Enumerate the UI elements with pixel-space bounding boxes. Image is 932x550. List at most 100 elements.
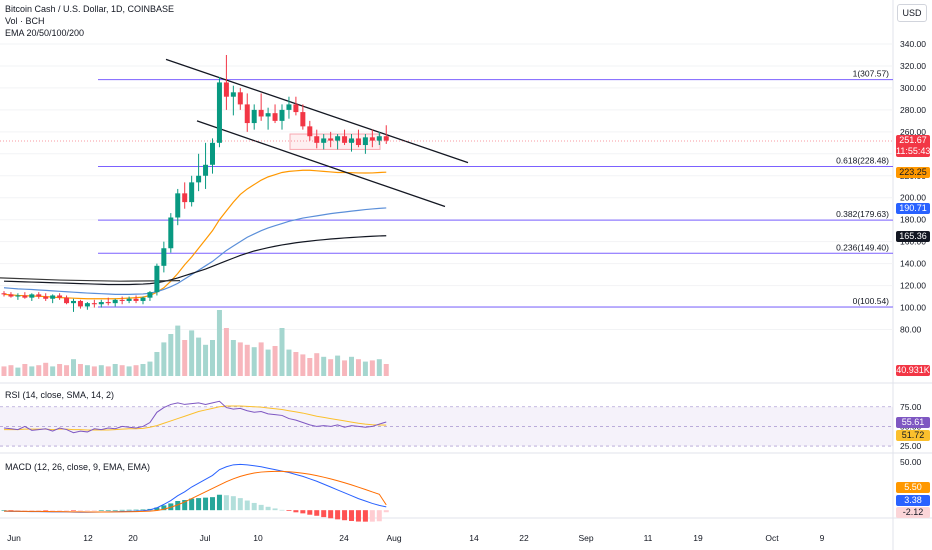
consolidation-box [289, 133, 381, 150]
macd-histogram-bar [272, 508, 278, 511]
volume-bar [258, 342, 264, 376]
price-tag: -2.12 [896, 507, 930, 518]
candle-body [286, 104, 292, 110]
macd-histogram-bar [321, 510, 327, 518]
volume-bar [286, 349, 292, 376]
macd-histogram-bar [22, 510, 28, 511]
macd-histogram-bar [84, 510, 90, 511]
candle-body [293, 104, 299, 113]
x-tick-label: 11 [644, 533, 653, 543]
macd-histogram-bar [36, 510, 42, 511]
candle-body [140, 297, 146, 301]
candle-body [265, 113, 271, 117]
candle-body [342, 136, 348, 143]
candle-body [258, 109, 264, 117]
candle-body [362, 137, 368, 146]
volume-bar [328, 359, 334, 376]
price-tag: 5.50 [896, 482, 930, 493]
volume-bar [321, 356, 327, 376]
volume-bar [64, 365, 70, 376]
macd-histogram-bar [112, 509, 118, 511]
fib-level-label: 0.236(149.40) [836, 242, 889, 252]
macd-histogram-bar [140, 509, 146, 511]
price-tag: 251.67 11:55:43 [896, 134, 931, 157]
macd-histogram-bar [50, 510, 56, 511]
macd-histogram-bar [57, 510, 63, 511]
volume-bar [265, 349, 271, 376]
candle-body [182, 193, 188, 203]
volume-bar [29, 366, 35, 376]
candle-body [168, 217, 174, 249]
candle-body [279, 109, 285, 121]
candle-body [369, 137, 375, 141]
macd-histogram-bar [383, 510, 389, 513]
y-tick-label: 140.00 [900, 259, 926, 269]
price-tag: 223.25 [896, 167, 930, 179]
candle-body [126, 298, 132, 301]
ema-legend: EMA 20/50/100/200 [5, 28, 85, 38]
macd-histogram-bar [105, 510, 111, 511]
candle-body [112, 299, 118, 304]
rsi-legend: RSI (14, close, SMA, 14, 2) [5, 390, 115, 400]
candle-body [133, 298, 139, 301]
ema-line-ema20 [3, 169, 387, 300]
volume-bar [43, 362, 49, 376]
volume-bar [349, 356, 354, 376]
fib-level-label: 0.382(179.63) [836, 209, 889, 219]
macd-histogram-bar [98, 510, 104, 511]
volume-bar [91, 366, 97, 376]
volume-bar [8, 365, 14, 376]
volume-bar [196, 337, 202, 376]
price-tag: 51.72 [896, 430, 930, 441]
candle-body [71, 300, 76, 304]
macd-histogram-bar [251, 502, 257, 511]
x-tick-label: 22 [519, 533, 529, 543]
fib-level-label: 0(100.54) [853, 296, 890, 306]
rsi-tick-label: 25.00 [900, 441, 922, 451]
candle-body [161, 248, 167, 266]
x-tick-label: Jul [200, 533, 211, 543]
candle-body [98, 302, 104, 305]
currency-button[interactable]: USD [897, 4, 927, 22]
macd-histogram-bar [119, 509, 125, 511]
volume-bar [22, 364, 28, 376]
volume-bar [1, 366, 7, 376]
macd-histogram-bar [258, 504, 264, 511]
candle-body [147, 292, 153, 298]
candle-body [57, 295, 63, 298]
macd-histogram-bar [244, 500, 250, 511]
y-tick-label: 80.00 [900, 325, 922, 335]
volume-bar [362, 361, 368, 376]
fib-level-label: 1(307.57) [853, 69, 890, 79]
macd-histogram-bar [1, 510, 7, 511]
candle-body [383, 136, 389, 141]
volume-bar [154, 352, 160, 376]
volume-bar [126, 366, 132, 376]
candle-body [105, 302, 111, 304]
macd-histogram-bar [182, 500, 188, 511]
macd-histogram-bar [230, 496, 236, 511]
candle-body [1, 293, 7, 295]
trendline-lower [196, 120, 446, 208]
volume-bar [133, 365, 139, 376]
candle-body [355, 138, 361, 146]
candle-body [91, 303, 97, 305]
macd-histogram-bar [286, 510, 292, 511]
rsi-line [3, 400, 387, 434]
x-tick-label: 12 [83, 533, 93, 543]
candle-body [314, 136, 320, 143]
volume-bar [140, 364, 146, 376]
macd-histogram-bar [223, 495, 229, 511]
candle-body [376, 136, 382, 141]
y-tick-label: 300.00 [900, 83, 926, 93]
x-tick-label: Aug [386, 533, 401, 543]
x-tick-label: Jun [7, 533, 21, 543]
macd-histogram-bar [265, 506, 271, 511]
volume-bar [77, 364, 83, 376]
candle-body [307, 126, 313, 137]
rsi-ma-line [4, 405, 387, 431]
volume-bar [71, 359, 76, 376]
volume-bar [355, 359, 361, 376]
candle-body [335, 136, 341, 141]
